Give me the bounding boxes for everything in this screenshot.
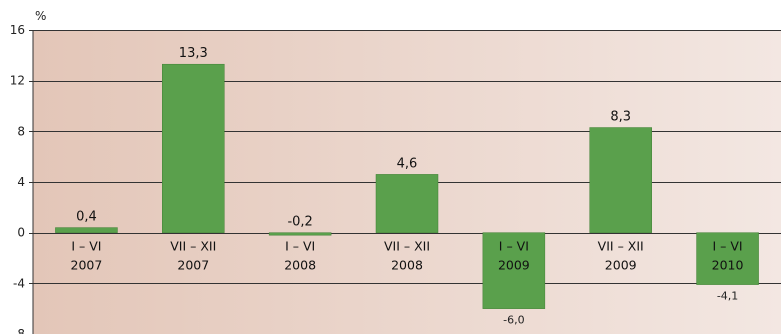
category-label-line1: I – VI [285, 239, 315, 254]
y-tick-label: -4 [13, 276, 25, 290]
category-label-line2: 2008 [284, 258, 316, 273]
data-labels: 0,4 13,3 -0,2 4,6 -6,0 8,3 -4,1 [76, 46, 738, 326]
category-label-line2: 2008 [391, 258, 423, 273]
y-tick-label: -8 [13, 327, 25, 334]
y-axis-unit-label: % [35, 9, 46, 23]
category-label-line1: VII – XII [170, 239, 216, 254]
data-label: 4,6 [397, 156, 418, 171]
category-label-line1: VII – XII [598, 239, 644, 254]
data-label: -0,2 [287, 215, 312, 230]
category-label-line2: 2007 [177, 258, 209, 273]
bar [268, 232, 332, 236]
category-label-line1: I – VI [499, 239, 529, 254]
data-label: 0,4 [76, 210, 97, 225]
bars [55, 63, 759, 309]
category-label-line2: 2007 [71, 258, 103, 273]
y-tick-labels: 16 12 8 4 0 -4 -8 [10, 23, 25, 334]
bar [696, 232, 759, 285]
category-label-line2: 2009 [498, 258, 530, 273]
category-label-line1: VII – XII [384, 239, 430, 254]
category-label-line2: 2010 [712, 258, 744, 273]
bar [55, 227, 118, 233]
category-labels: I – VI 2007 VII – XII 2007 I – VI 2008 VII – X… [71, 239, 744, 273]
bar [482, 232, 546, 309]
y-tick-label: 4 [17, 175, 25, 189]
bar [589, 127, 652, 233]
category-label-line2: 2009 [605, 258, 637, 273]
data-label: -4,1 [717, 290, 738, 303]
category-label-line1: I – VI [71, 239, 101, 254]
category-label-line1: I – VI [713, 239, 743, 254]
y-tick-label: 0 [17, 226, 25, 240]
y-tick-label: 8 [17, 124, 25, 138]
data-label: 8,3 [610, 110, 631, 125]
data-label: -6,0 [503, 314, 524, 327]
y-tick-label: 16 [10, 23, 25, 37]
bar [375, 174, 439, 233]
data-label: 13,3 [179, 46, 208, 61]
bar [162, 63, 225, 233]
y-tick-label: 12 [10, 74, 25, 88]
